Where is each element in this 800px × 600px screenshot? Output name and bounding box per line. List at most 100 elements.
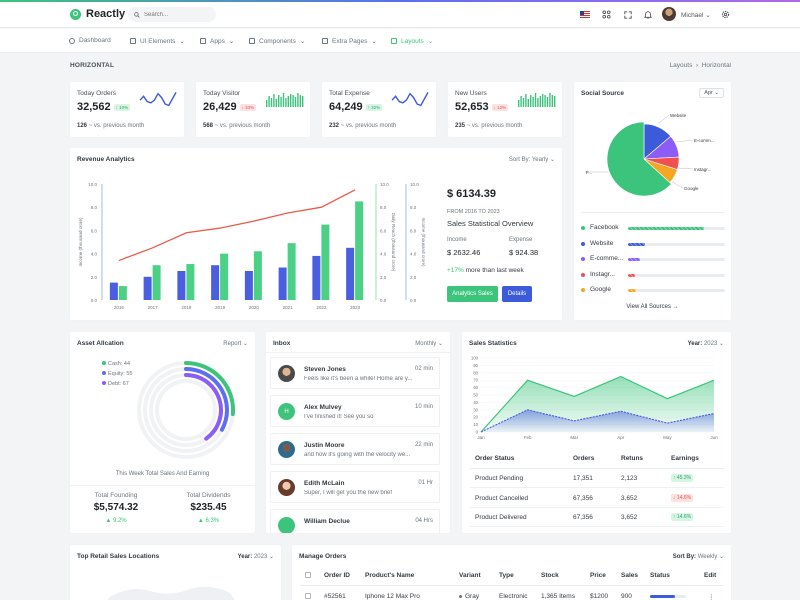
chevron-down-icon: ⌄ bbox=[549, 157, 555, 163]
arrow-up-icon: ▲ bbox=[105, 518, 113, 524]
chevron-down-icon: ⌄ bbox=[268, 554, 274, 560]
divider bbox=[581, 212, 724, 213]
analytics-sales-button[interactable]: Analytics Sales bbox=[447, 286, 498, 302]
select-all-checkbox[interactable] bbox=[305, 572, 311, 578]
area-line bbox=[480, 375, 715, 433]
inbox-message[interactable]: Edith McLain Super, I will get you the n… bbox=[270, 471, 440, 503]
legend-progress bbox=[628, 242, 725, 246]
sparkline-bar bbox=[539, 96, 541, 107]
inbox-filter[interactable]: Monthly ⌄ bbox=[415, 341, 443, 347]
inbox-card: Inbox Monthly ⌄ Steven Jones Feels like … bbox=[266, 332, 450, 533]
table-cell: $1200 bbox=[590, 593, 609, 600]
user-avatar[interactable] bbox=[662, 7, 676, 21]
search-input[interactable] bbox=[144, 11, 214, 18]
orders-sort[interactable]: Sort By: Weekly ⌄ bbox=[672, 554, 724, 560]
chevron-down-icon: ⌄ bbox=[718, 341, 724, 347]
inbox-message[interactable]: Steven Jones Feels like it's been a whil… bbox=[270, 357, 440, 389]
social-legend-row[interactable]: Facebook bbox=[581, 224, 726, 234]
y-tick-label: 4.0 bbox=[91, 252, 98, 257]
social-filter-select[interactable]: Apr ⌄ bbox=[699, 88, 724, 98]
legend-dot bbox=[581, 272, 585, 277]
revenue-title: Revenue Analytics bbox=[77, 156, 135, 163]
brand-logo[interactable]: Reactly bbox=[70, 8, 125, 20]
right-y-tick-label: 4.0 bbox=[380, 252, 387, 257]
table-cell: 67,356 bbox=[573, 514, 593, 521]
x-tick-label: May bbox=[663, 435, 672, 440]
inbox-message[interactable]: William Declue 04 Hrs bbox=[270, 509, 440, 533]
nav-components[interactable]: Components ⌄ bbox=[249, 37, 305, 45]
nav-ui-elements[interactable]: UI Elements ⌄ bbox=[130, 37, 185, 45]
x-tick-label: 2017 bbox=[148, 305, 159, 310]
pie-slice-0 bbox=[606, 121, 672, 197]
asset-radial-chart bbox=[137, 361, 235, 459]
table-cell: 17,351 bbox=[573, 475, 593, 482]
sparkline-bar bbox=[285, 98, 287, 107]
chevron-down-icon: ⌄ bbox=[427, 38, 434, 45]
social-legend-row[interactable]: Google bbox=[581, 286, 726, 296]
apps-grid-icon[interactable] bbox=[601, 9, 612, 20]
chevron-down-icon: ⌄ bbox=[705, 12, 711, 19]
revenue-bar bbox=[253, 251, 262, 300]
inbox-time: 22 min bbox=[414, 442, 433, 448]
fullscreen-icon[interactable] bbox=[622, 9, 633, 20]
table-header: Retuns bbox=[621, 455, 644, 462]
sparkline-bar bbox=[551, 95, 553, 107]
legend-progress-fill bbox=[628, 258, 641, 261]
breadcrumb-parent[interactable]: Layouts bbox=[669, 62, 693, 69]
social-legend-row[interactable]: Instagr... bbox=[581, 271, 726, 281]
nav-extra-pages[interactable]: Extra Pages ⌄ bbox=[322, 37, 377, 45]
breadcrumb-separator-icon: › bbox=[694, 62, 700, 69]
search-box[interactable] bbox=[128, 7, 216, 22]
nav-layouts[interactable]: Layouts ⌄ bbox=[391, 37, 433, 45]
revenue-subtitle: Sales Statistical Overview bbox=[447, 219, 534, 228]
legend-dot bbox=[581, 288, 585, 292]
us-flag-icon[interactable] bbox=[580, 11, 590, 18]
gear-icon[interactable] bbox=[720, 9, 731, 20]
table-header: Status bbox=[650, 572, 670, 579]
sparkline-chart bbox=[518, 93, 556, 107]
revenue-bar bbox=[220, 253, 229, 300]
sparkline-bar bbox=[280, 97, 282, 107]
divider bbox=[470, 468, 724, 469]
bell-icon[interactable] bbox=[642, 9, 653, 20]
sparkline-bar bbox=[546, 97, 549, 107]
founding-label: Total Founding bbox=[94, 492, 138, 499]
sparkline-chart bbox=[266, 93, 304, 107]
sparkline-bar bbox=[520, 96, 522, 107]
asset-report-filter[interactable]: Report ⌄ bbox=[223, 341, 248, 347]
income-value: $ 2632.46 bbox=[447, 248, 481, 257]
revenue-change: +17% more than last week bbox=[447, 267, 524, 274]
inbox-message[interactable]: Justin Moore and how it's going with the… bbox=[270, 433, 440, 465]
world-map bbox=[107, 586, 235, 600]
inbox-time: 02 min bbox=[414, 366, 433, 372]
right-y-tick-label: 2.0 bbox=[410, 275, 417, 280]
stat-change-badge: ↑ 32% bbox=[365, 103, 383, 111]
sparkline-bar bbox=[299, 95, 301, 107]
left-axis-label: Income (thousand crore) bbox=[78, 217, 83, 267]
sparkline-chart bbox=[391, 92, 429, 107]
table-cell: Electronic bbox=[499, 593, 528, 600]
user-name[interactable]: Michael ⌄ bbox=[681, 12, 711, 19]
revenue-sort[interactable]: Sort By: Yearly ⌄ bbox=[508, 157, 555, 163]
social-legend-row[interactable]: E-comme... bbox=[581, 255, 726, 265]
chevron-down-icon: ⌄ bbox=[437, 341, 443, 347]
sales-year-filter[interactable]: Year: 2023 ⌄ bbox=[687, 341, 724, 347]
topbar: Reactly Michael ⌄ bbox=[0, 2, 800, 28]
inbox-message[interactable]: H Alex Mulvey I've finished it! See you … bbox=[270, 395, 440, 427]
legend-progress-fill bbox=[628, 289, 637, 292]
nav-dashboard[interactable]: Dashboard bbox=[69, 37, 111, 44]
social-legend-row[interactable]: Website bbox=[581, 240, 726, 250]
breadcrumb: Layouts › Horizontal bbox=[670, 62, 731, 69]
chevron-down-icon: ⌄ bbox=[299, 38, 306, 45]
nav-apps[interactable]: Apps ⌄ bbox=[200, 37, 234, 45]
legend-name: Google bbox=[590, 286, 611, 293]
view-all-sources-link[interactable]: View All Sources → bbox=[626, 304, 679, 310]
details-button[interactable]: Details bbox=[502, 286, 532, 302]
inbox-sender: Alex Mulvey bbox=[304, 404, 342, 411]
sparkline-bar bbox=[294, 97, 297, 107]
chevron-down-icon: ⌄ bbox=[242, 341, 248, 347]
row-checkbox[interactable] bbox=[305, 593, 311, 599]
locations-year-filter[interactable]: Year: 2023 ⌄ bbox=[237, 554, 274, 560]
right-axis-label: Income (thousand crore) bbox=[421, 217, 426, 267]
more-options-icon[interactable]: ⋮ bbox=[708, 594, 715, 600]
